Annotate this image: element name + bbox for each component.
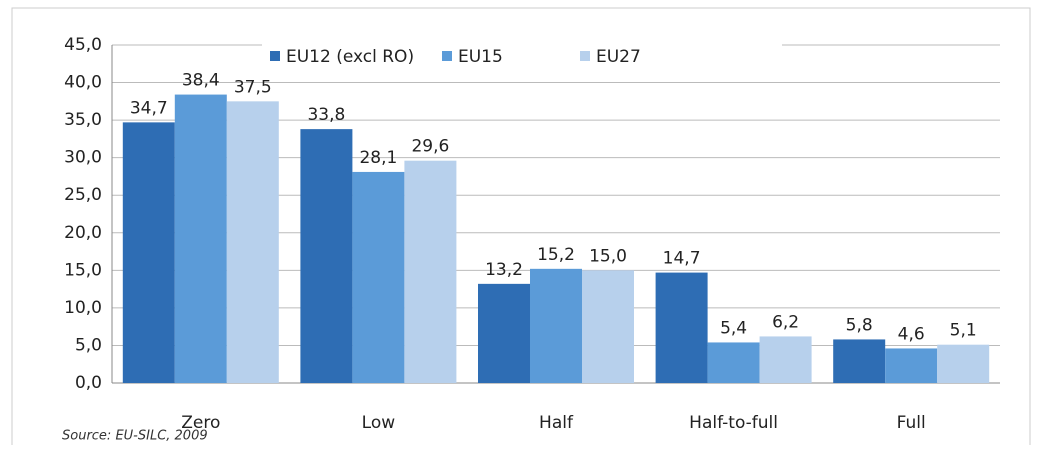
data-label: 5,1 [950,321,977,341]
x-tick-label: Zero [181,413,220,433]
bar [352,171,405,383]
data-label: 14,7 [663,249,701,269]
y-tick-label: 45,0 [64,35,102,55]
y-tick-label: 35,0 [64,110,102,130]
source-note: Source: EU-SILC, 2009 [62,429,208,444]
y-tick-label: 5,0 [75,335,102,355]
y-tick-label: 0,0 [75,373,102,393]
y-tick-label: 15,0 [64,260,102,280]
bar [122,122,175,383]
bar [226,101,279,383]
legend-swatch [580,51,590,61]
bar [937,344,990,383]
bar [707,342,760,383]
legend-bg [262,40,782,72]
legend-swatch [270,51,280,61]
bar [530,268,582,383]
y-tick-label: 10,0 [64,298,102,318]
data-label: 4,6 [898,324,925,344]
data-label: 33,8 [307,105,345,125]
bar [174,94,227,383]
legend-label: EU15 [458,47,503,67]
bar [655,272,708,383]
bar [404,160,457,383]
data-label: 15,0 [589,246,627,266]
data-label: 13,2 [485,260,523,280]
x-tick-label: Half-to-full [689,413,778,433]
bar [833,339,886,383]
legend-swatch [442,51,452,61]
bar [478,283,530,383]
data-label: 5,8 [846,315,873,335]
data-label: 28,1 [359,148,397,168]
data-label: 5,4 [720,318,747,338]
data-label: 37,5 [234,77,272,97]
legend-label: EU27 [596,47,641,67]
bar [759,336,812,383]
bar [300,129,353,383]
y-tick-label: 30,0 [64,148,102,168]
data-label: 34,7 [130,98,168,118]
legend-label: EU12 (excl RO) [286,47,414,67]
bar [582,270,634,383]
data-label: 15,2 [537,245,575,265]
x-tick-label: Low [362,413,396,433]
data-label: 29,6 [411,137,449,157]
y-tick-label: 20,0 [64,223,102,243]
data-label: 38,4 [182,71,220,91]
bar [885,348,938,383]
x-tick-label: Half [539,413,574,433]
y-tick-label: 40,0 [64,73,102,93]
y-tick-label: 25,0 [64,185,102,205]
data-label: 6,2 [772,312,799,332]
x-tick-label: Full [897,413,926,433]
